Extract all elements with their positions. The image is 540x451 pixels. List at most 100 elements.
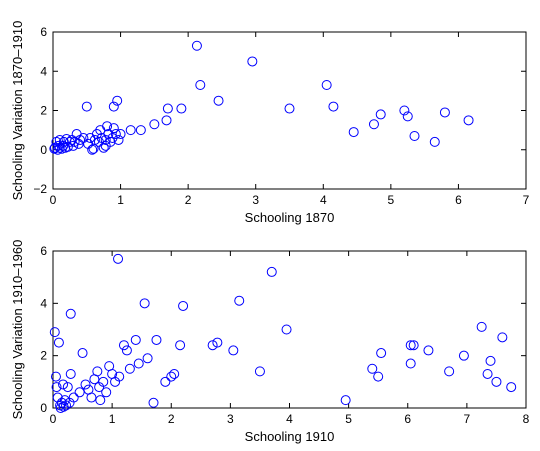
x-ticks-bottom: 0 1 2 3 4 5 6 7 8 xyxy=(50,251,530,426)
data-point xyxy=(368,364,377,373)
data-point xyxy=(369,120,378,129)
data-point xyxy=(255,367,264,376)
data-point xyxy=(285,104,294,113)
x-ticks-top: 0 1 2 3 4 5 6 7 xyxy=(50,32,530,207)
x-axis-label-bottom: Schooling 1910 xyxy=(245,429,335,444)
data-points-top xyxy=(50,41,473,154)
data-point xyxy=(282,325,291,334)
data-point xyxy=(176,341,185,350)
data-point xyxy=(163,104,172,113)
x-tick-label: 3 xyxy=(227,412,234,426)
y-ticks-bottom: 0 2 4 6 xyxy=(40,244,526,415)
x-tick-label: 0 xyxy=(50,193,57,207)
y-tick-label: 4 xyxy=(40,296,47,310)
data-point xyxy=(140,299,149,308)
data-point xyxy=(377,349,386,358)
data-point xyxy=(498,333,507,342)
data-point xyxy=(322,80,331,89)
x-tick-label: 2 xyxy=(168,412,175,426)
data-point xyxy=(93,367,102,376)
data-point xyxy=(131,335,140,344)
data-point xyxy=(119,341,128,350)
data-point xyxy=(440,108,449,117)
data-point xyxy=(374,372,383,381)
x-tick-label: 4 xyxy=(286,412,293,426)
data-point xyxy=(214,96,223,105)
data-point xyxy=(179,301,188,310)
data-point xyxy=(406,359,415,368)
x-tick-label: 0 xyxy=(50,412,57,426)
y-tick-label: 0 xyxy=(40,143,47,157)
data-point xyxy=(507,383,516,392)
data-point xyxy=(78,349,87,358)
y-tick-label: 2 xyxy=(40,349,47,363)
data-point xyxy=(376,110,385,119)
x-tick-label: 6 xyxy=(455,193,462,207)
x-tick-label: 3 xyxy=(252,193,259,207)
y-tick-label: 6 xyxy=(40,25,47,39)
y-axis-label-top: Schooling Variation 1870–1910 xyxy=(10,21,25,201)
x-tick-label: 8 xyxy=(523,412,530,426)
x-tick-label: 6 xyxy=(404,412,411,426)
data-point xyxy=(152,335,161,344)
data-point xyxy=(134,359,143,368)
data-point xyxy=(66,309,75,318)
data-point xyxy=(267,267,276,276)
x-tick-label: 5 xyxy=(345,412,352,426)
x-tick-label: 5 xyxy=(388,193,395,207)
data-point xyxy=(81,380,90,389)
data-point xyxy=(149,398,158,407)
data-point xyxy=(122,346,131,355)
data-point xyxy=(150,120,159,129)
data-point xyxy=(170,369,179,378)
data-point xyxy=(162,116,171,125)
y-tick-label: −2 xyxy=(33,182,47,196)
data-point xyxy=(464,116,473,125)
data-point xyxy=(196,80,205,89)
data-point xyxy=(192,41,201,50)
data-point xyxy=(229,346,238,355)
data-point xyxy=(177,104,186,113)
data-point xyxy=(430,137,439,146)
data-point xyxy=(486,356,495,365)
plot-frame-bottom xyxy=(53,251,526,408)
data-point xyxy=(66,369,75,378)
data-point xyxy=(50,328,59,337)
data-point xyxy=(102,388,111,397)
data-point xyxy=(136,126,145,135)
y-axis-label-bottom: Schooling Variation 1910–1960 xyxy=(10,240,25,420)
data-point xyxy=(126,126,135,135)
data-point xyxy=(341,396,350,405)
data-point xyxy=(235,296,244,305)
data-point xyxy=(424,346,433,355)
data-point xyxy=(477,322,486,331)
data-point xyxy=(349,128,358,137)
data-point xyxy=(161,377,170,386)
data-point xyxy=(82,102,91,111)
data-point xyxy=(54,338,63,347)
x-tick-label: 2 xyxy=(185,193,192,207)
data-point xyxy=(125,364,134,373)
data-point xyxy=(445,367,454,376)
data-point xyxy=(75,388,84,397)
y-ticks-top: −2 0 2 4 6 xyxy=(33,25,526,196)
data-point xyxy=(114,254,123,263)
data-point xyxy=(96,396,105,405)
data-point xyxy=(459,351,468,360)
y-tick-label: 2 xyxy=(40,104,47,118)
plot-frame-top xyxy=(53,32,526,189)
data-point xyxy=(114,135,123,144)
y-tick-label: 6 xyxy=(40,244,47,258)
y-tick-label: 4 xyxy=(40,64,47,78)
x-tick-label: 1 xyxy=(117,193,124,207)
x-tick-label: 7 xyxy=(464,412,471,426)
data-point xyxy=(492,377,501,386)
x-tick-label: 1 xyxy=(109,412,116,426)
data-point xyxy=(143,354,152,363)
data-point xyxy=(483,369,492,378)
x-tick-label: 7 xyxy=(523,193,530,207)
data-point xyxy=(167,372,176,381)
y-tick-label: 0 xyxy=(40,401,47,415)
